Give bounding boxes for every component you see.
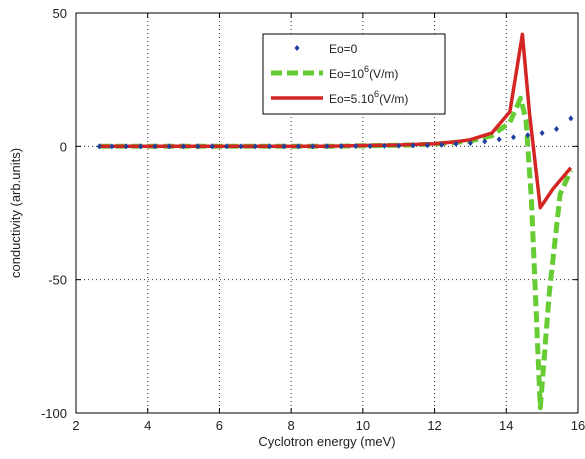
legend-label: Eo=0 [329,42,358,56]
y-tick-label: -100 [41,406,67,421]
y-tick-label: 50 [53,6,67,21]
data-point-marker [96,143,102,150]
legend-label-superscript: 6 [374,89,379,99]
legend-label-main: Eo=5.10 [329,92,374,106]
data-point-marker [381,142,387,149]
data-point-marker [424,142,430,149]
data-point-marker [568,115,574,122]
data-point-marker [224,143,230,150]
x-tick-label: 14 [499,418,513,433]
x-tick-label: 10 [356,418,370,433]
data-point-marker [510,134,516,141]
grid-lines [76,13,578,413]
legend-label: Eo=5.106(V/m) [329,89,408,106]
x-tick-label: 2 [72,418,79,433]
data-point-marker [496,136,502,143]
data-point-marker [353,143,359,150]
legend-label-main: Eo=0 [329,42,358,56]
tick-marks [75,12,579,414]
data-point-marker [295,143,301,150]
data-point-marker [310,143,316,150]
data-point-marker [367,143,373,150]
data-point-marker [109,143,115,150]
legend-label-superscript: 6 [364,64,369,74]
data-point-marker [152,143,158,150]
data-point-marker [539,130,545,136]
x-tick-label: 4 [144,418,151,433]
data-point-marker [166,143,172,150]
data-point-marker [453,140,459,147]
data-point-marker [238,143,244,150]
data-point-marker [123,143,129,150]
legend: Eo=0Eo=106(V/m)Eo=5.106(V/m) [262,33,446,115]
x-tick-label: 12 [427,418,441,433]
data-point-marker [410,142,416,149]
data-point-marker [181,143,187,150]
data-point-marker [467,140,473,147]
data-point-marker [138,143,144,150]
legend-label-tail: (V/m) [369,67,398,81]
y-tick-label: -50 [48,273,67,288]
y-tick-label: 0 [60,139,67,154]
data-point-marker [195,143,201,150]
legend-label-main: Eo=10 [329,67,364,81]
data-point-marker [338,143,344,150]
tick-labels: 2 4 6 8 10 12 14 16 -100 -50 0 50 [41,6,585,433]
data-point-marker [439,141,445,148]
y-axis-label: conductivity (arb.units) [8,148,23,278]
x-tick-label: 8 [288,418,295,433]
plot-frame [75,12,579,414]
data-point-marker [252,143,258,150]
x-tick-label: 6 [216,418,223,433]
data-point-marker [281,143,287,150]
data-point-marker [553,126,559,132]
series-layer [96,32,574,411]
data-point-marker [267,143,273,150]
legend-label-tail: (V/m) [379,92,408,106]
data-point-marker [396,142,402,149]
data-point-marker [525,132,531,139]
legend-marker [294,45,300,51]
legend-label: Eo=106(V/m) [329,64,398,81]
data-point-marker [209,143,215,150]
x-tick-label: 16 [571,418,585,433]
data-point-marker [324,143,330,150]
data-point-marker [482,138,488,145]
x-axis-label: Cyclotron energy (meV) [258,434,395,449]
